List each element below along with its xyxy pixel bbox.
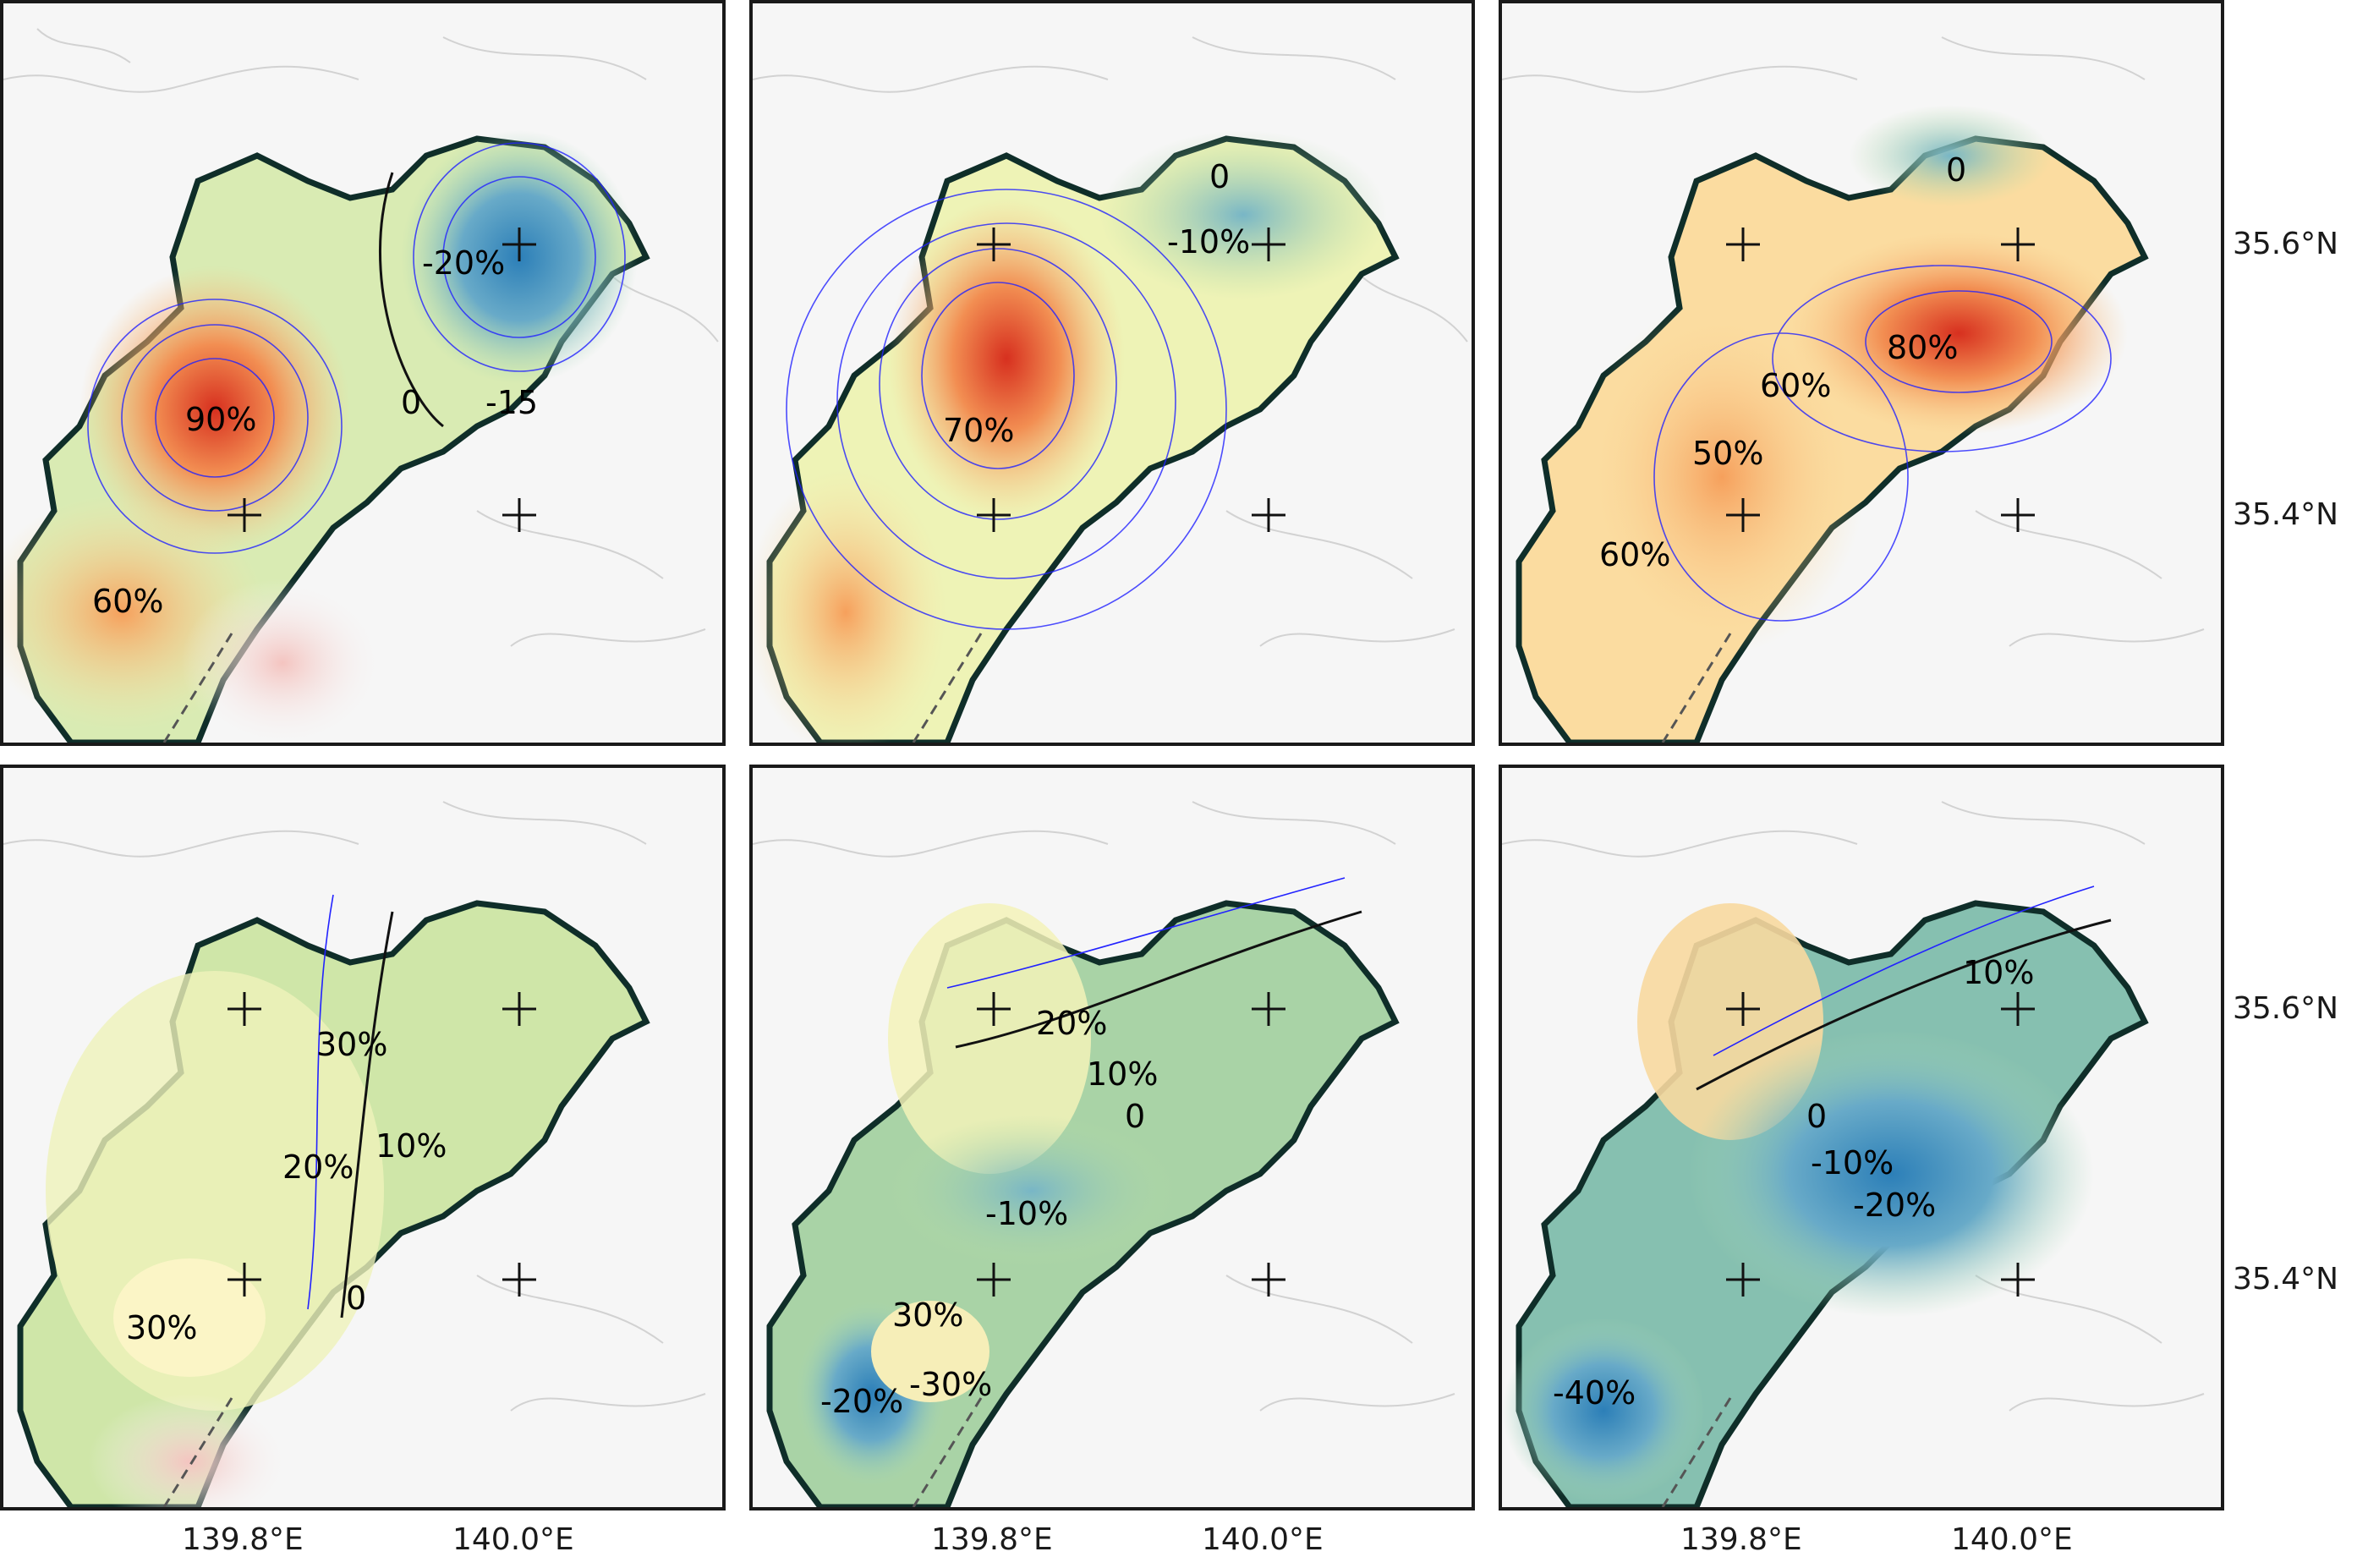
contour-label: 50% xyxy=(1692,435,1763,472)
contour-label: -10% xyxy=(985,1195,1068,1232)
contour-label: -20% xyxy=(422,244,505,282)
bay-map-6: 10% 0 -10% -20% -40% xyxy=(1502,801,2205,1507)
contour-label: -30% xyxy=(909,1366,992,1403)
contour-label: 10% xyxy=(375,1127,447,1165)
lon-tick-label: 139.8°E xyxy=(1680,1522,1802,1557)
contour-label: 0 xyxy=(1209,158,1230,195)
map-panel-2: 0 -10% 70% xyxy=(749,0,1475,746)
contour-label: 70% xyxy=(943,412,1014,449)
contour-label: -40% xyxy=(1553,1374,1636,1412)
bay-map-5: 20% 10% 0 -10% 30% -20% -30% xyxy=(753,801,1455,1507)
lat-tick-label: 35.6°N xyxy=(2233,227,2339,261)
contour-label: -20% xyxy=(820,1383,903,1420)
contour-label: 60% xyxy=(92,583,163,620)
contour-label: 10% xyxy=(1087,1055,1158,1093)
contour-label: 90% xyxy=(185,401,256,438)
bay-map-3: 0 80% 60% 50% 60% xyxy=(1502,36,2205,743)
contour-label: 30% xyxy=(892,1297,963,1334)
contour-label: 0 xyxy=(1806,1098,1827,1135)
lon-tick-label: 139.8°E xyxy=(931,1522,1053,1557)
contour-label: -10% xyxy=(1167,223,1250,260)
contour-label: -15 xyxy=(485,384,538,421)
lat-tick-label: 35.6°N xyxy=(2233,991,2339,1026)
contour-label: 30% xyxy=(316,1026,387,1063)
contour-label: 0 xyxy=(1125,1098,1145,1135)
contour-label: 30% xyxy=(126,1309,197,1346)
map-panel-5: 20% 10% 0 -10% 30% -20% -30% xyxy=(749,765,1475,1510)
map-panel-1: -20% 0 -15 90% 60% xyxy=(0,0,726,746)
contour-label: 0 xyxy=(401,384,421,421)
contour-label: 10% xyxy=(1963,954,2034,991)
contour-label: 20% xyxy=(282,1149,354,1186)
contour-label: 60% xyxy=(1760,367,1831,404)
contour-label: -10% xyxy=(1811,1144,1894,1181)
lat-tick-label: 35.4°N xyxy=(2233,497,2339,532)
map-panel-4: 30% 20% 10% 30% 0 xyxy=(0,765,726,1510)
lon-tick-label: 140.0°E xyxy=(452,1522,574,1557)
map-panel-3: 0 80% 60% 50% 60% xyxy=(1499,0,2224,746)
lon-tick-label: 140.0°E xyxy=(1202,1522,1324,1557)
contour-label: 0 xyxy=(1946,151,1966,189)
contour-label: 20% xyxy=(1036,1005,1107,1042)
bay-map-4: 30% 20% 10% 30% 0 xyxy=(3,801,706,1507)
bay-map-2: 0 -10% 70% xyxy=(753,36,1468,743)
contour-label: 0 xyxy=(346,1280,366,1317)
contour-label: 60% xyxy=(1599,536,1670,573)
map-panel-6: 10% 0 -10% -20% -40% xyxy=(1499,765,2224,1510)
contour-label: 80% xyxy=(1887,329,1958,366)
bay-map-1: -20% 0 -15 90% 60% xyxy=(3,28,719,743)
lon-tick-label: 140.0°E xyxy=(1951,1522,2073,1557)
lat-tick-label: 35.4°N xyxy=(2233,1262,2339,1297)
lon-tick-label: 139.8°E xyxy=(182,1522,304,1557)
contour-label: -20% xyxy=(1853,1187,1936,1224)
